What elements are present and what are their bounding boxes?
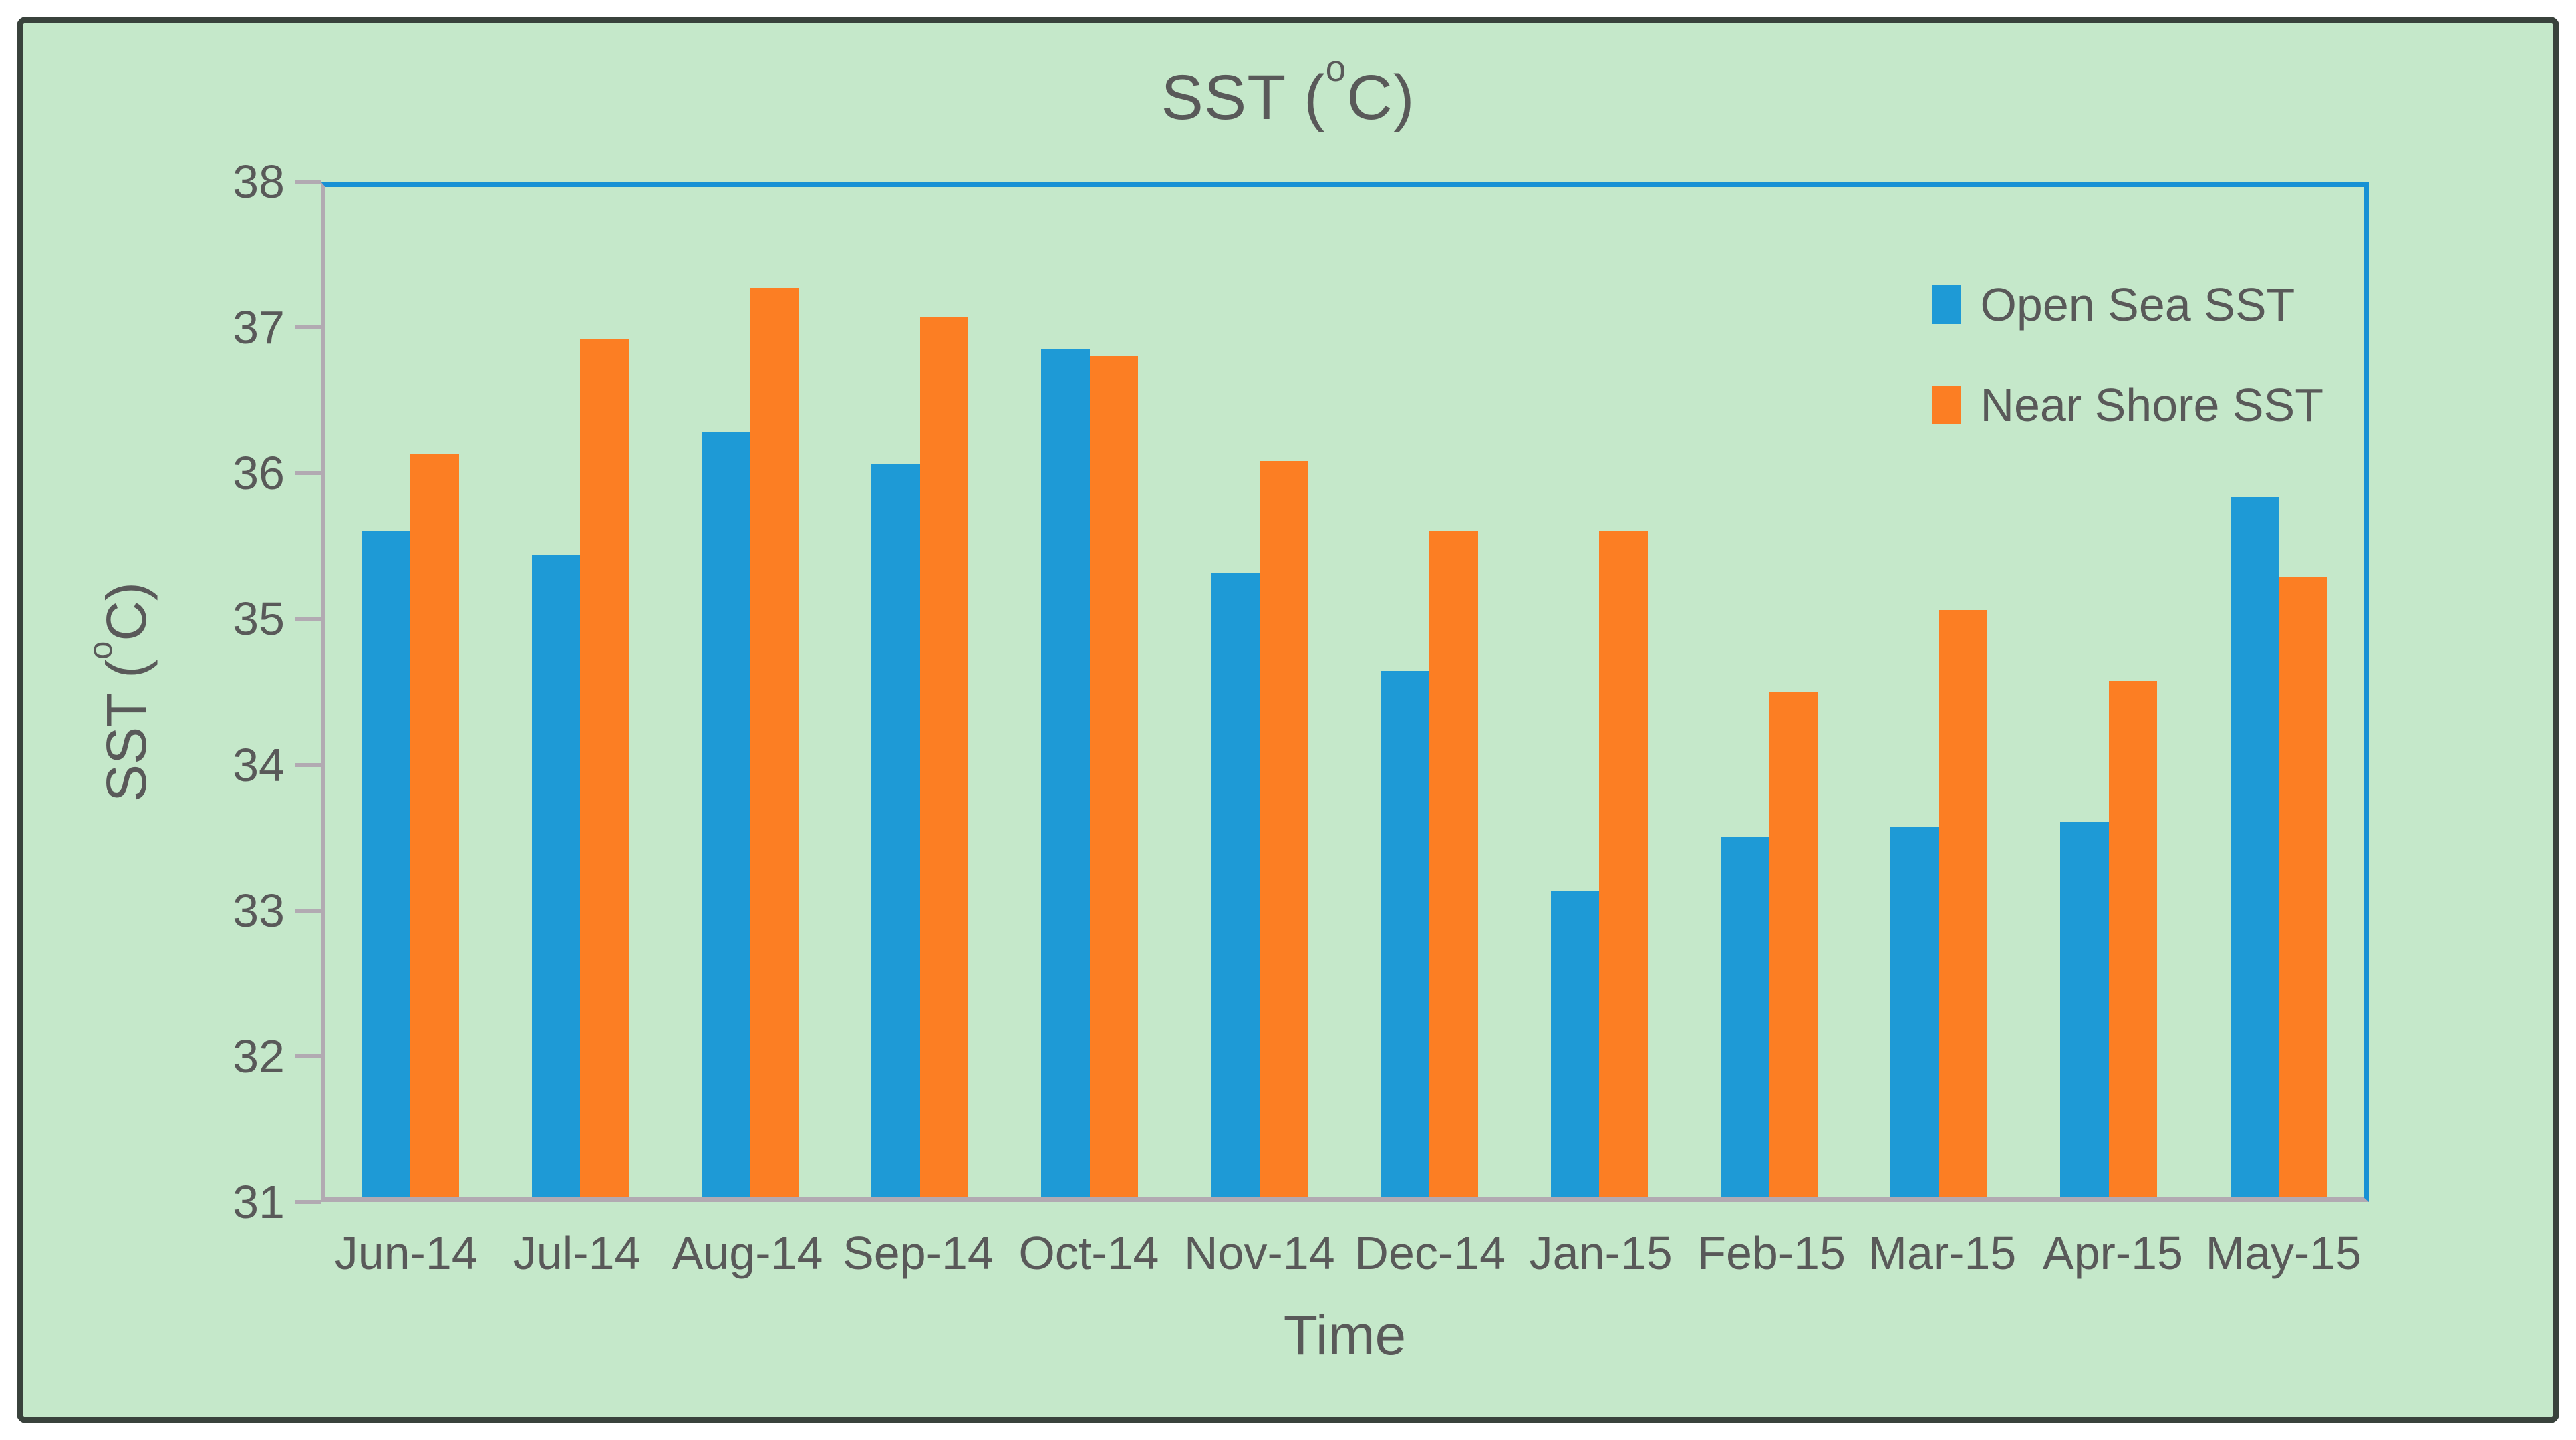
bar-near-shore-sst-feb-15 <box>1769 692 1818 1197</box>
bar-near-shore-sst-aug-14 <box>750 288 799 1197</box>
x-tick-label: Aug-14 <box>672 1227 823 1279</box>
bar-group-may-15 <box>2194 187 2364 1197</box>
y-axis-tick <box>295 180 321 184</box>
bar-near-shore-sst-may-15 <box>2278 577 2327 1197</box>
x-axis-labels: Jun-14 Jul-14 Aug-14 Sep-14 Oct-14 Nov-14 Dec-… <box>321 1226 2369 1280</box>
legend-label-near-shore: Near Shore SST <box>1980 379 2323 431</box>
y-axis-labels: 38 37 36 35 34 33 32 31 <box>23 156 285 1228</box>
bar-open-sea-sst-jun-14 <box>362 531 411 1197</box>
bar-group-mar-15 <box>1854 187 2024 1197</box>
bar-open-sea-sst-jul-14 <box>531 555 581 1197</box>
y-tick-label: 33 <box>233 884 285 937</box>
bar-group-nov-14 <box>1175 187 1344 1197</box>
y-axis-tick <box>295 762 321 767</box>
bar-group-apr-15 <box>2024 187 2194 1197</box>
x-tick-label: May-15 <box>2205 1227 2362 1279</box>
bar-group-aug-14 <box>665 187 835 1197</box>
x-tick-label: Jun-14 <box>334 1227 478 1279</box>
y-tick-label: 36 <box>233 447 285 500</box>
legend-label-open-sea: Open Sea SST <box>1980 279 2295 331</box>
bar-open-sea-sst-jan-15 <box>1550 891 1600 1197</box>
bar-open-sea-sst-feb-15 <box>1721 837 1769 1197</box>
bar-group-jan-15 <box>1514 187 1684 1197</box>
y-tick-label: 37 <box>233 301 285 354</box>
x-tick-label: Mar-15 <box>1868 1227 2017 1279</box>
y-axis-ticks <box>295 180 321 1204</box>
bar-group-jun-14 <box>325 187 495 1197</box>
x-tick-label: Jan-15 <box>1529 1227 1673 1279</box>
y-tick-label: 38 <box>233 156 285 208</box>
y-axis-tick <box>295 325 321 330</box>
chart-title: SST (oC) <box>23 49 2553 134</box>
bar-near-shore-sst-sep-14 <box>919 317 969 1197</box>
y-tick-label: 35 <box>233 593 285 645</box>
chart-frame: SST (oC) SST (oC) 38 37 36 35 34 33 32 31 Open … <box>17 17 2559 1423</box>
bar-open-sea-sst-dec-14 <box>1381 670 1430 1197</box>
bar-open-sea-sst-may-15 <box>2230 497 2279 1197</box>
x-tick-label: Feb-15 <box>1697 1227 1846 1279</box>
x-axis-title: Time <box>1283 1304 1407 1366</box>
bar-near-shore-sst-apr-15 <box>2108 680 2158 1197</box>
bar-near-shore-sst-oct-14 <box>1089 355 1139 1197</box>
chart-title-superscript: o <box>1325 47 1347 89</box>
y-axis-tick <box>295 617 321 621</box>
chart-title-text: SST ( <box>1161 62 1326 133</box>
y-tick-label: 31 <box>233 1176 285 1228</box>
y-tick-label: 32 <box>233 1030 285 1083</box>
y-axis-tick <box>295 471 321 476</box>
bar-group-dec-14 <box>1344 187 1514 1197</box>
legend: Open Sea SST Near Shore SST <box>1932 279 2323 431</box>
bar-open-sea-sst-oct-14 <box>1041 348 1090 1197</box>
legend-swatch-open-sea <box>1932 285 1962 324</box>
legend-item-near-shore: Near Shore SST <box>1932 379 2323 431</box>
bar-open-sea-sst-sep-14 <box>871 464 920 1197</box>
x-tick-label: Jul-14 <box>513 1227 641 1279</box>
bar-group-sep-14 <box>835 187 1005 1197</box>
x-tick-label: Oct-14 <box>1018 1227 1159 1279</box>
legend-item-open-sea: Open Sea SST <box>1932 279 2323 331</box>
x-tick-label: Dec-14 <box>1354 1227 1506 1279</box>
bar-open-sea-sst-nov-14 <box>1211 572 1260 1197</box>
bar-near-shore-sst-jan-15 <box>1599 531 1648 1197</box>
bar-open-sea-sst-apr-15 <box>2060 822 2109 1197</box>
bar-group-oct-14 <box>1005 187 1175 1197</box>
bar-near-shore-sst-mar-15 <box>1939 609 1988 1197</box>
y-axis-tick <box>295 1054 321 1058</box>
y-tick-label: 34 <box>233 738 285 791</box>
x-tick-label: Apr-15 <box>2042 1227 2183 1279</box>
bar-group-jul-14 <box>495 187 665 1197</box>
bar-near-shore-sst-dec-14 <box>1429 531 1478 1197</box>
bar-near-shore-sst-jun-14 <box>410 454 459 1197</box>
bar-near-shore-sst-jul-14 <box>580 338 629 1197</box>
x-tick-label: Sep-14 <box>843 1227 994 1279</box>
plot-area: Open Sea SST Near Shore SST <box>321 182 2369 1202</box>
bar-groups <box>325 187 2364 1197</box>
legend-swatch-near-shore <box>1932 386 1962 424</box>
bar-near-shore-sst-nov-14 <box>1259 461 1308 1197</box>
y-axis-tick <box>295 908 321 913</box>
chart-title-text-end: C) <box>1346 62 1415 133</box>
bar-open-sea-sst-aug-14 <box>701 432 750 1197</box>
y-axis-tick <box>295 1200 321 1204</box>
bar-open-sea-sst-mar-15 <box>1890 826 1939 1197</box>
bar-group-feb-15 <box>1684 187 1854 1197</box>
x-tick-label: Nov-14 <box>1183 1227 1335 1279</box>
